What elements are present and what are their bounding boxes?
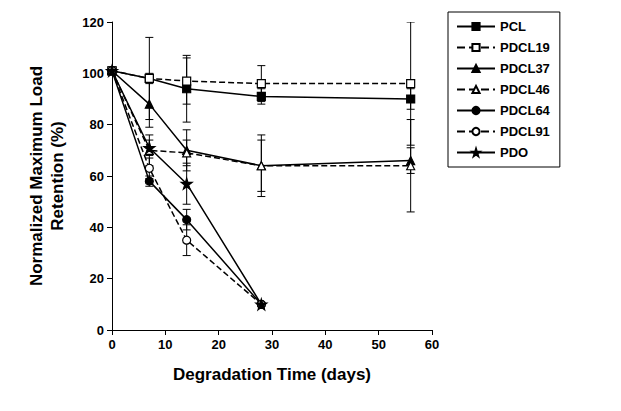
svg-text:40: 40 [318,337,332,352]
svg-text:0: 0 [97,323,104,338]
svg-text:PDCL19: PDCL19 [500,40,550,55]
svg-text:PDCL91: PDCL91 [500,124,550,139]
svg-text:20: 20 [211,337,225,352]
svg-text:PDO: PDO [500,145,528,160]
svg-text:100: 100 [82,66,104,81]
svg-text:0: 0 [108,337,115,352]
svg-text:20: 20 [90,271,104,286]
svg-text:10: 10 [158,337,172,352]
svg-text:PCL: PCL [500,19,526,34]
svg-text:60: 60 [425,337,439,352]
svg-text:Degradation Time (days): Degradation Time (days) [173,365,371,384]
svg-text:50: 50 [371,337,385,352]
svg-text:Retention (%): Retention (%) [48,121,67,231]
svg-text:40: 40 [90,220,104,235]
svg-text:80: 80 [90,117,104,132]
svg-text:PDCL64: PDCL64 [500,103,551,118]
svg-text:60: 60 [90,169,104,184]
svg-text:120: 120 [82,15,104,30]
svg-text:Normalized Maximum Load: Normalized Maximum Load [27,66,46,286]
svg-text:30: 30 [265,337,279,352]
svg-text:PDCL46: PDCL46 [500,82,550,97]
svg-text:PDCL37: PDCL37 [500,61,550,76]
